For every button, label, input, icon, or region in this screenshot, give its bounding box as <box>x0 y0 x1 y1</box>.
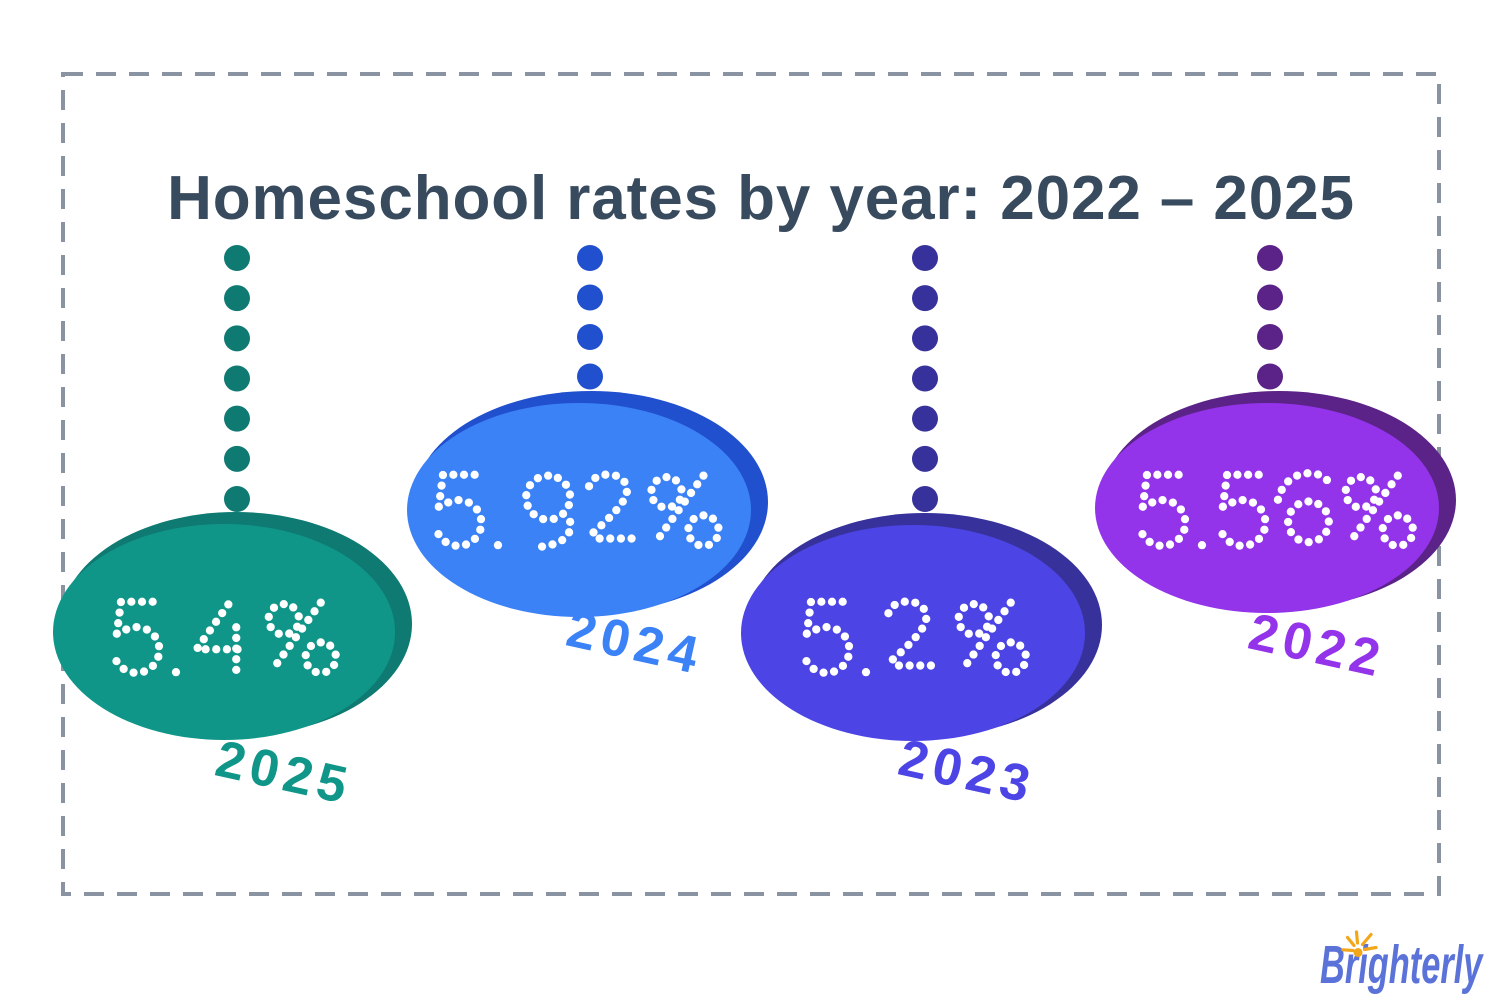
svg-text:2022: 2022 <box>1244 603 1391 689</box>
svg-text:2023: 2023 <box>894 729 1041 815</box>
svg-text:Homeschool rates by year: 2022: Homeschool rates by year: 2022 – 2025 <box>167 164 1355 233</box>
svg-text:2025: 2025 <box>211 730 358 816</box>
svg-text:2024: 2024 <box>562 600 709 686</box>
svg-text:Brighterly: Brighterly <box>1320 934 1484 995</box>
